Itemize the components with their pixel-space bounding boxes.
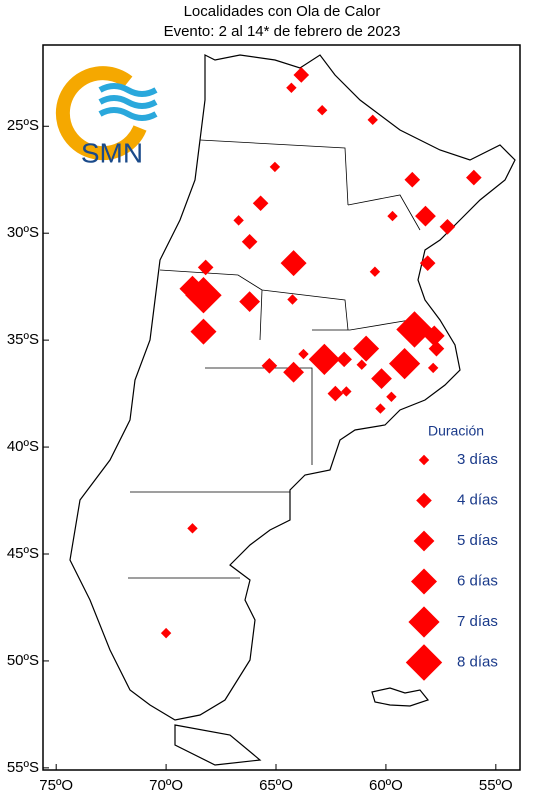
- country-outline: [69, 54, 516, 721]
- map-subtitle: Evento: 2 al 14* de febrero de 2023: [164, 23, 401, 40]
- station-marker: [367, 114, 378, 126]
- station-marker: [308, 343, 340, 375]
- legend-label: 3 días: [457, 451, 498, 468]
- legend-label: 6 días: [457, 572, 498, 589]
- station-marker: [233, 215, 244, 226]
- station-marker: [427, 362, 439, 374]
- station-marker: [316, 105, 328, 116]
- station-marker: [356, 359, 367, 370]
- map-area: [42, 44, 521, 771]
- x-tick-label: 60ºO: [369, 777, 403, 794]
- station-marker: [239, 291, 261, 313]
- station-marker: [185, 277, 222, 314]
- station-marker: [341, 386, 352, 397]
- y-tick-label: 30ºS: [7, 224, 39, 241]
- x-tick-label: 55ºO: [479, 777, 513, 794]
- y-tick-label: 50ºS: [7, 652, 39, 669]
- tierra-del-fuego: [174, 724, 262, 766]
- legend-label: 7 días: [457, 613, 498, 630]
- station-marker: [466, 169, 482, 186]
- y-tick-label: 45ºS: [7, 545, 39, 562]
- station-marker: [197, 259, 214, 276]
- legend-marker: [411, 568, 437, 595]
- x-tick-label: 75ºO: [39, 777, 73, 794]
- station-marker: [375, 403, 386, 414]
- station-marker: [415, 205, 436, 227]
- x-tick-label: 65ºO: [259, 777, 293, 794]
- province-borders: [128, 139, 421, 579]
- map-frame: [42, 44, 521, 771]
- station-marker: [336, 351, 352, 368]
- station-marker: [387, 210, 398, 222]
- legend-marker: [418, 454, 430, 466]
- station-marker: [423, 325, 445, 347]
- station-marker: [404, 171, 421, 188]
- station-marker: [190, 318, 217, 345]
- legend-label: 8 días: [457, 653, 498, 670]
- logo-arc: [55, 66, 147, 161]
- station-marker: [396, 311, 433, 348]
- station-marker: [353, 335, 380, 362]
- legend-marker: [413, 530, 435, 552]
- legend-marker: [405, 644, 443, 681]
- station-marker: [269, 161, 281, 173]
- station-marker: [369, 266, 381, 277]
- station-marker: [428, 340, 445, 357]
- y-tick-label: 55ºS: [7, 759, 39, 776]
- logo-waves: [98, 83, 158, 121]
- station-marker: [261, 357, 278, 374]
- station-marker: [298, 348, 309, 360]
- station-marker: [280, 250, 307, 277]
- logo: SMN: [55, 66, 158, 168]
- station-marker: [386, 391, 397, 403]
- station-marker: [187, 523, 198, 534]
- station-marker: [371, 368, 392, 390]
- logo-text: SMN: [81, 137, 143, 168]
- legend-marker: [408, 606, 440, 638]
- station-marker: [286, 82, 297, 93]
- y-tick-label: 35ºS: [7, 331, 39, 348]
- islands: [371, 687, 430, 707]
- station-marker: [160, 627, 172, 639]
- station-marker: [419, 255, 436, 271]
- station-marker: [439, 218, 456, 235]
- station-marker: [327, 385, 344, 402]
- station-marker: [283, 361, 304, 383]
- legend-marker: [416, 492, 432, 509]
- map-title: Localidades con Ola de Calor: [184, 3, 381, 20]
- y-tick-label: 40ºS: [7, 438, 39, 455]
- x-tick-label: 70ºO: [149, 777, 183, 794]
- legend-label: 4 días: [457, 491, 498, 508]
- y-tick-label: 25ºS: [7, 117, 39, 134]
- station-marker: [287, 294, 298, 305]
- legend-label: 5 días: [457, 532, 498, 549]
- legend-title: Duración: [428, 423, 484, 439]
- station-marker: [241, 233, 258, 250]
- station-marker: [293, 67, 310, 83]
- station-marker: [388, 348, 421, 380]
- station-marker: [252, 195, 269, 212]
